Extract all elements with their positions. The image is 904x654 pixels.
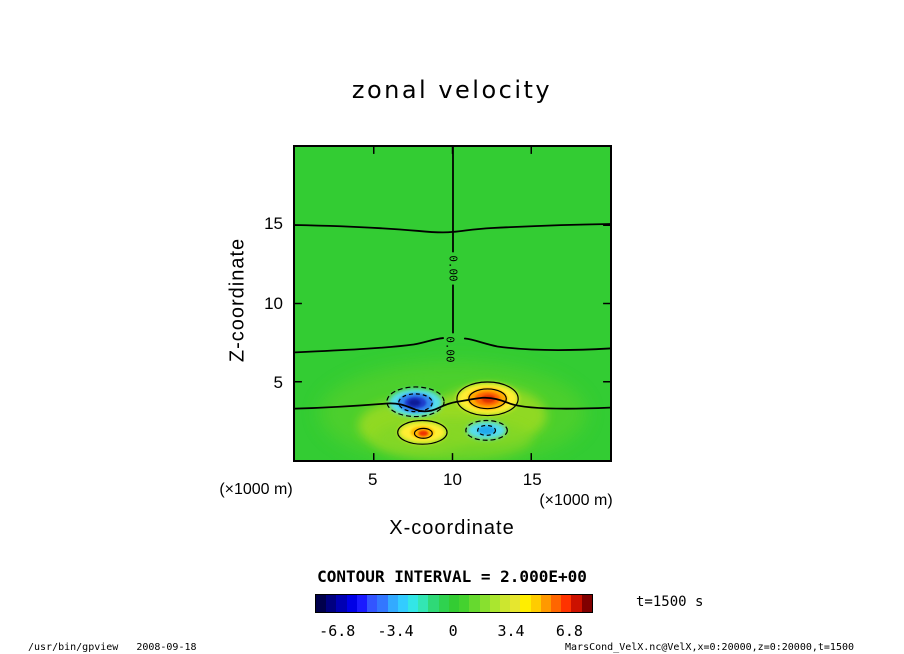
colorbar-cell [407, 595, 419, 612]
colorbar-tick-label: 3.4 [497, 622, 525, 640]
contour-plot-canvas: 0.00 0.00 [295, 147, 610, 460]
colorbar-cell [561, 595, 572, 612]
colorbar-cell [448, 595, 460, 612]
contour-label: 0.00 [444, 336, 457, 362]
chart-title: zonal velocity [351, 76, 553, 104]
colorbar-cell [377, 595, 388, 612]
y-tick-label: 15 [264, 214, 283, 234]
y-axis-unit-label: (×1000 m) [219, 481, 293, 498]
field-positive-cell-lower [398, 421, 447, 444]
colorbar-tick-label: -3.4 [377, 622, 414, 640]
colorbar-cell [367, 595, 378, 612]
colorbar-cell [316, 595, 327, 612]
footer-date: 2008-09-18 [136, 642, 197, 653]
colorbar-cell [581, 595, 592, 612]
colorbar-cell [469, 595, 480, 612]
colorbar-tick-label: 0 [448, 622, 458, 640]
x-tick-label: 15 [522, 470, 542, 489]
colorbar-cell [510, 595, 521, 612]
colorbar-cell [489, 595, 500, 612]
contour-interval-text: CONTOUR INTERVAL = 2.000E+00 [317, 567, 587, 586]
colorbar-cell [346, 595, 357, 612]
time-label: t=1500 s [636, 594, 704, 610]
x-tick-label: 5 [368, 470, 378, 489]
footer-program-path: /usr/bin/gpview [28, 642, 119, 653]
colorbar-cell [530, 595, 541, 612]
colorbar-cell [397, 595, 408, 612]
colorbar-cell [387, 595, 398, 612]
colorbar-cell [520, 595, 531, 612]
colorbar-cell [479, 595, 490, 612]
colorbar-tick-label: 6.8 [555, 622, 583, 640]
colorbar-cell [540, 595, 552, 612]
plot-area: 0.00 0.00 [293, 145, 612, 462]
colorbar-cell [459, 595, 470, 612]
colorbar-cell [326, 595, 337, 612]
colorbar [315, 594, 593, 613]
colorbar-cell [571, 595, 582, 612]
contour-value-labels: 0.00 0.00 [444, 255, 460, 362]
field-positive-cell-upper [456, 382, 519, 415]
x-tick-label: 10 [443, 470, 462, 489]
colorbar-cell [551, 595, 562, 612]
x-axis-label: X-coordinate [389, 517, 515, 539]
colorbar-cell [428, 595, 439, 612]
y-tick-label: 5 [273, 372, 283, 392]
colorbar-cell [438, 595, 449, 612]
axis-tick-marks [295, 147, 610, 460]
colorbar-tick-label: -6.8 [319, 622, 356, 640]
contour-label: 0.00 [446, 255, 459, 281]
field-negative-cell-upper [388, 388, 443, 417]
y-axis-label: Z-coordinate [226, 237, 249, 363]
colorbar-cell [356, 595, 368, 612]
colorbar-cell [499, 595, 511, 612]
footer-program-info: /usr/bin/gpview 2008-09-18 [28, 642, 197, 653]
colorbar-cell [336, 595, 347, 612]
colorbar-cell [418, 595, 429, 612]
zero-contour-lines [295, 147, 610, 413]
field-negative-cell-lower [466, 421, 507, 440]
footer-data-source: MarsCond_VelX.nc@VelX,x=0:20000,z=0:2000… [565, 642, 854, 653]
closed-contours [386, 381, 519, 445]
x-axis-unit-label: (×1000 m) [539, 492, 613, 509]
